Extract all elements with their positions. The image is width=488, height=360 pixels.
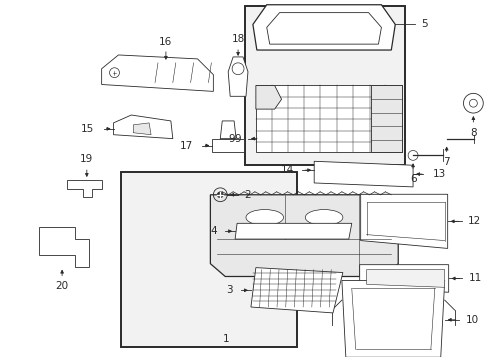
Text: 20: 20 (56, 281, 68, 291)
Text: 18: 18 (231, 34, 244, 44)
Polygon shape (255, 85, 281, 109)
Text: 15: 15 (81, 124, 94, 134)
Text: 4: 4 (210, 226, 217, 236)
Bar (121, 172, 297, 347)
Polygon shape (113, 115, 172, 139)
Polygon shape (133, 123, 151, 135)
Polygon shape (252, 5, 394, 50)
Polygon shape (235, 223, 351, 239)
Polygon shape (220, 121, 236, 139)
Text: 12: 12 (467, 216, 480, 226)
Text: 2: 2 (244, 190, 250, 200)
Circle shape (217, 192, 223, 198)
Text: 10: 10 (465, 315, 478, 325)
Text: 19: 19 (80, 154, 93, 164)
Polygon shape (255, 85, 401, 152)
Text: 1: 1 (223, 334, 229, 345)
Polygon shape (67, 180, 102, 197)
Text: 11: 11 (468, 274, 481, 283)
Polygon shape (39, 227, 89, 267)
Text: 3: 3 (226, 285, 233, 295)
Text: 6: 6 (409, 174, 415, 184)
Text: 7: 7 (443, 157, 449, 167)
Text: 16: 16 (159, 37, 172, 47)
Polygon shape (102, 55, 213, 91)
Polygon shape (228, 57, 247, 96)
Polygon shape (370, 85, 401, 152)
Text: 8: 8 (469, 128, 476, 138)
Polygon shape (359, 265, 447, 292)
Polygon shape (360, 194, 447, 248)
Text: 5: 5 (420, 19, 427, 30)
Bar (212, 139, 244, 152)
Polygon shape (266, 13, 381, 44)
Text: 14: 14 (281, 165, 294, 175)
Text: 9: 9 (228, 134, 235, 144)
Ellipse shape (245, 210, 283, 225)
Text: 9: 9 (234, 134, 241, 144)
Polygon shape (314, 161, 412, 187)
Polygon shape (341, 280, 444, 357)
Bar (244, 6, 405, 165)
Polygon shape (210, 195, 397, 276)
Polygon shape (250, 267, 342, 313)
Polygon shape (366, 270, 444, 287)
Text: 17: 17 (179, 140, 192, 150)
Ellipse shape (305, 210, 342, 225)
Text: 13: 13 (432, 169, 445, 179)
